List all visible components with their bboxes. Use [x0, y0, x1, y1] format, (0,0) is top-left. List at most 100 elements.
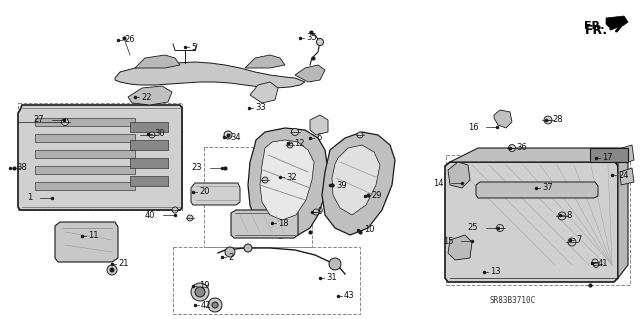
Text: 1: 1 — [27, 194, 32, 203]
Text: 17: 17 — [602, 153, 612, 162]
Circle shape — [291, 129, 298, 136]
Bar — [35, 166, 135, 174]
Circle shape — [287, 142, 293, 148]
Text: 10: 10 — [364, 226, 374, 234]
Circle shape — [568, 238, 576, 246]
Polygon shape — [18, 105, 182, 210]
Polygon shape — [332, 145, 380, 215]
Bar — [130, 176, 168, 186]
Circle shape — [593, 263, 598, 268]
Text: 16: 16 — [468, 122, 479, 131]
Circle shape — [558, 212, 566, 220]
Text: 36: 36 — [516, 144, 527, 152]
Text: 22: 22 — [141, 93, 152, 101]
Text: FR.: FR. — [584, 21, 605, 31]
Polygon shape — [450, 148, 628, 162]
Polygon shape — [322, 132, 395, 235]
Polygon shape — [590, 148, 628, 162]
Text: 13: 13 — [490, 268, 500, 277]
Circle shape — [187, 215, 193, 221]
Bar — [35, 118, 135, 126]
Text: 15: 15 — [444, 236, 454, 246]
Text: 18: 18 — [278, 219, 289, 227]
Text: 38: 38 — [16, 164, 27, 173]
Polygon shape — [191, 183, 240, 205]
Polygon shape — [260, 140, 314, 220]
Bar — [35, 182, 135, 190]
Text: 26: 26 — [124, 35, 134, 44]
Text: 40: 40 — [145, 211, 155, 219]
Circle shape — [107, 265, 117, 275]
Circle shape — [208, 298, 222, 312]
Text: 14: 14 — [433, 179, 444, 188]
Polygon shape — [248, 128, 328, 238]
Text: FR.: FR. — [585, 24, 608, 36]
Text: 41: 41 — [598, 258, 609, 268]
Polygon shape — [115, 62, 305, 88]
Polygon shape — [128, 86, 172, 105]
Circle shape — [592, 259, 598, 265]
Polygon shape — [231, 210, 298, 238]
Text: 30: 30 — [154, 130, 164, 138]
Bar — [35, 134, 135, 142]
Circle shape — [262, 177, 268, 183]
Polygon shape — [445, 162, 618, 282]
Circle shape — [195, 287, 205, 297]
Polygon shape — [494, 110, 512, 128]
Text: SR83B3710C: SR83B3710C — [490, 296, 536, 305]
Circle shape — [544, 116, 552, 124]
Text: 35: 35 — [306, 33, 317, 42]
Circle shape — [509, 145, 515, 152]
Text: 12: 12 — [294, 138, 305, 147]
Text: 6: 6 — [316, 133, 321, 143]
Bar — [18, 103, 182, 210]
Text: 39: 39 — [336, 181, 347, 189]
Text: 11: 11 — [88, 232, 99, 241]
Circle shape — [244, 244, 252, 252]
Polygon shape — [245, 55, 285, 68]
Circle shape — [225, 247, 235, 257]
Polygon shape — [295, 65, 325, 82]
Polygon shape — [620, 168, 634, 185]
Text: 32: 32 — [286, 173, 296, 182]
Text: 8: 8 — [566, 211, 572, 219]
Bar — [35, 150, 135, 158]
Bar — [130, 140, 168, 150]
Text: 27: 27 — [33, 115, 44, 124]
Polygon shape — [606, 16, 628, 28]
Bar — [204, 147, 312, 247]
Text: 33: 33 — [255, 103, 266, 113]
Circle shape — [329, 258, 341, 270]
Circle shape — [357, 132, 363, 138]
Circle shape — [61, 118, 68, 125]
Polygon shape — [476, 182, 598, 198]
Circle shape — [149, 132, 155, 138]
Text: 20: 20 — [199, 188, 209, 197]
Polygon shape — [250, 82, 278, 103]
Polygon shape — [448, 162, 470, 188]
Bar — [130, 122, 168, 132]
Text: 29: 29 — [371, 191, 381, 201]
Bar — [173, 247, 360, 314]
Polygon shape — [622, 145, 634, 163]
Text: 5: 5 — [191, 42, 196, 51]
Text: 21: 21 — [118, 259, 129, 269]
Polygon shape — [55, 222, 118, 262]
Text: 34: 34 — [230, 132, 241, 142]
Circle shape — [172, 207, 178, 213]
Circle shape — [497, 225, 504, 232]
Circle shape — [110, 268, 114, 272]
Text: 24: 24 — [618, 170, 628, 180]
Circle shape — [317, 39, 323, 46]
Bar — [130, 158, 168, 168]
Text: 7: 7 — [576, 235, 581, 244]
Text: 37: 37 — [542, 183, 553, 192]
Bar — [446, 155, 630, 285]
Polygon shape — [135, 55, 180, 68]
Circle shape — [313, 209, 319, 215]
Text: 25: 25 — [467, 224, 478, 233]
Text: 9: 9 — [318, 207, 323, 217]
Text: 19: 19 — [199, 281, 209, 291]
Text: 23: 23 — [191, 164, 202, 173]
Text: 2: 2 — [228, 253, 233, 262]
